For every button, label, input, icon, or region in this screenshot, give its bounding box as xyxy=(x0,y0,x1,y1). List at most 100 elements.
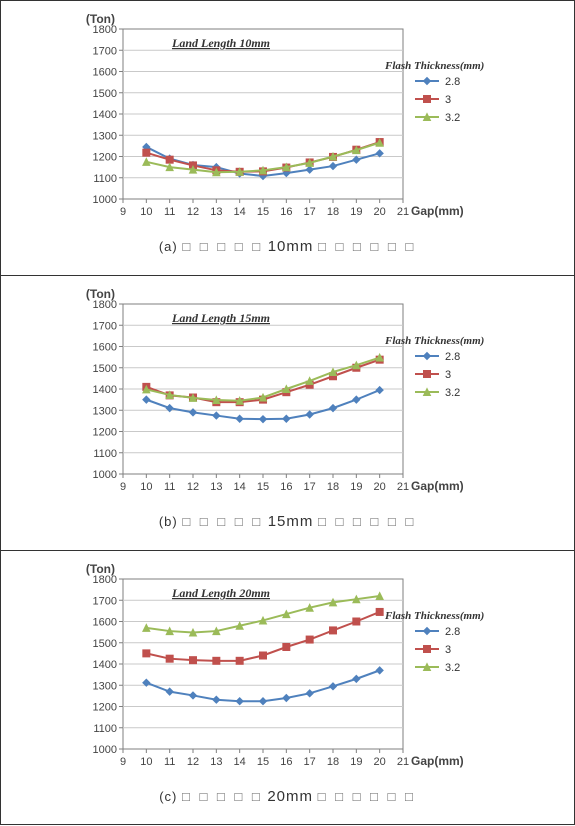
caption-value: 10mm xyxy=(268,238,314,255)
svg-text:17: 17 xyxy=(303,756,315,768)
svg-text:3.2: 3.2 xyxy=(445,662,460,674)
chart-wrapper: 1000110012001300140015001600170018009101… xyxy=(1,1,574,234)
caption-squares-right: □ □ □ □ □ □ xyxy=(318,239,416,254)
svg-text:12: 12 xyxy=(186,481,198,493)
svg-text:1200: 1200 xyxy=(92,702,116,714)
svg-text:9: 9 xyxy=(119,481,125,493)
svg-text:15: 15 xyxy=(256,206,268,218)
svg-text:11: 11 xyxy=(163,481,174,493)
caption-prefix: (a) xyxy=(159,239,178,254)
svg-text:11: 11 xyxy=(163,206,174,218)
svg-text:1200: 1200 xyxy=(92,427,116,439)
svg-text:1700: 1700 xyxy=(92,595,116,607)
svg-text:1000: 1000 xyxy=(92,194,116,206)
svg-text:2.8: 2.8 xyxy=(445,351,460,363)
svg-text:18: 18 xyxy=(326,756,338,768)
svg-text:(Ton): (Ton) xyxy=(85,562,114,576)
svg-text:Gap(mm): Gap(mm) xyxy=(411,479,464,493)
panel-caption: (b) □ □ □ □ □ 15mm □ □ □ □ □ □ xyxy=(1,509,574,536)
svg-text:1500: 1500 xyxy=(92,88,116,100)
svg-text:11: 11 xyxy=(163,756,174,768)
chart: 1000110012001300140015001600170018009101… xyxy=(53,559,523,784)
chart-wrapper: 1000110012001300140015001600170018009101… xyxy=(1,276,574,509)
svg-text:16: 16 xyxy=(280,756,292,768)
svg-text:14: 14 xyxy=(233,756,245,768)
svg-text:(Ton): (Ton) xyxy=(85,12,114,26)
caption-squares-left: □ □ □ □ □ xyxy=(182,239,263,254)
svg-text:10: 10 xyxy=(140,206,152,218)
svg-text:19: 19 xyxy=(350,481,362,493)
svg-text:14: 14 xyxy=(233,206,245,218)
panel-b: 1000110012001300140015001600170018009101… xyxy=(1,276,574,551)
svg-text:Land Length 10mm: Land Length 10mm xyxy=(170,36,269,50)
svg-text:Land Length 20mm: Land Length 20mm xyxy=(170,586,269,600)
svg-text:18: 18 xyxy=(326,481,338,493)
svg-text:15: 15 xyxy=(256,756,268,768)
svg-text:1700: 1700 xyxy=(92,320,116,332)
svg-text:1600: 1600 xyxy=(92,67,116,79)
svg-text:20: 20 xyxy=(373,756,385,768)
svg-text:1700: 1700 xyxy=(92,45,116,57)
svg-text:20: 20 xyxy=(373,206,385,218)
panel-caption: (a) □ □ □ □ □ 10mm □ □ □ □ □ □ xyxy=(1,234,574,261)
svg-text:13: 13 xyxy=(210,481,222,493)
svg-text:Gap(mm): Gap(mm) xyxy=(411,204,464,218)
panel-caption: (c) □ □ □ □ □ 20mm □ □ □ □ □ □ xyxy=(1,784,574,811)
svg-text:9: 9 xyxy=(119,206,125,218)
panel-c: 1000110012001300140015001600170018009101… xyxy=(1,551,574,826)
svg-text:Flash Thickness(mm): Flash Thickness(mm) xyxy=(384,60,484,72)
svg-text:9: 9 xyxy=(119,756,125,768)
svg-text:1300: 1300 xyxy=(92,405,116,417)
svg-text:(Ton): (Ton) xyxy=(85,287,114,301)
svg-text:1600: 1600 xyxy=(92,617,116,629)
svg-text:16: 16 xyxy=(280,206,292,218)
svg-text:15: 15 xyxy=(256,481,268,493)
caption-prefix: (b) xyxy=(159,514,178,529)
svg-text:18: 18 xyxy=(326,206,338,218)
caption-squares-left: □ □ □ □ □ xyxy=(182,789,263,804)
svg-text:1400: 1400 xyxy=(92,384,116,396)
caption-value: 15mm xyxy=(268,513,314,530)
svg-text:1000: 1000 xyxy=(92,469,116,481)
svg-text:3: 3 xyxy=(445,369,451,381)
svg-text:10: 10 xyxy=(140,756,152,768)
caption-squares-right: □ □ □ □ □ □ xyxy=(318,789,416,804)
panel-a: 1000110012001300140015001600170018009101… xyxy=(1,1,574,276)
svg-text:1400: 1400 xyxy=(92,109,116,121)
svg-text:Gap(mm): Gap(mm) xyxy=(411,754,464,768)
svg-text:17: 17 xyxy=(303,206,315,218)
svg-text:12: 12 xyxy=(186,756,198,768)
svg-text:Flash Thickness(mm): Flash Thickness(mm) xyxy=(384,335,484,347)
svg-text:17: 17 xyxy=(303,481,315,493)
caption-squares-right: □ □ □ □ □ □ xyxy=(318,514,416,529)
svg-text:2.8: 2.8 xyxy=(445,76,460,88)
svg-text:21: 21 xyxy=(396,481,408,493)
svg-text:21: 21 xyxy=(396,206,408,218)
svg-text:3: 3 xyxy=(445,94,451,106)
svg-text:12: 12 xyxy=(186,206,198,218)
svg-text:13: 13 xyxy=(210,756,222,768)
chart: 1000110012001300140015001600170018009101… xyxy=(53,284,523,509)
svg-text:1400: 1400 xyxy=(92,659,116,671)
caption-squares-left: □ □ □ □ □ xyxy=(182,514,263,529)
svg-text:1100: 1100 xyxy=(93,448,117,460)
svg-text:19: 19 xyxy=(350,206,362,218)
svg-text:3.2: 3.2 xyxy=(445,112,460,124)
figure-page: 1000110012001300140015001600170018009101… xyxy=(0,0,575,825)
caption-prefix: (c) xyxy=(159,789,177,804)
svg-text:1000: 1000 xyxy=(92,744,116,756)
svg-text:2.8: 2.8 xyxy=(445,626,460,638)
svg-text:3.2: 3.2 xyxy=(445,387,460,399)
svg-text:16: 16 xyxy=(280,481,292,493)
svg-text:21: 21 xyxy=(396,756,408,768)
svg-text:14: 14 xyxy=(233,481,245,493)
svg-text:1100: 1100 xyxy=(93,723,117,735)
svg-text:1300: 1300 xyxy=(92,680,116,692)
svg-text:1500: 1500 xyxy=(92,638,116,650)
caption-value: 20mm xyxy=(267,788,313,805)
chart-wrapper: 1000110012001300140015001600170018009101… xyxy=(1,551,574,784)
svg-text:1600: 1600 xyxy=(92,342,116,354)
svg-text:19: 19 xyxy=(350,756,362,768)
svg-text:1100: 1100 xyxy=(93,173,117,185)
svg-text:13: 13 xyxy=(210,206,222,218)
